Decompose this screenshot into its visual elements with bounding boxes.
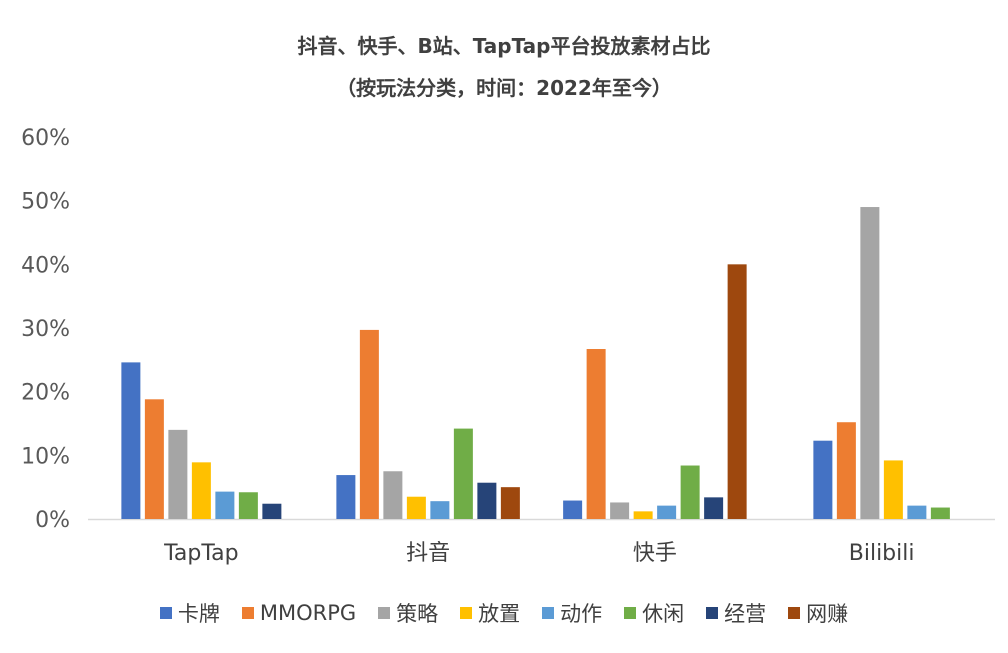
bar bbox=[453, 428, 473, 519]
y-tick-label: 0% bbox=[35, 508, 70, 533]
legend-label: 卡牌 bbox=[177, 602, 220, 626]
legend-item: 放置 bbox=[460, 598, 520, 628]
chart-legend: 卡牌 MMORPG 策略 放置 动作 休闲 经营 网赚 bbox=[0, 598, 1008, 628]
bar bbox=[930, 507, 950, 519]
legend-label: 策略 bbox=[396, 602, 439, 626]
legend-swatch bbox=[159, 607, 172, 619]
bar bbox=[383, 471, 403, 519]
bar bbox=[586, 349, 606, 519]
legend-swatch bbox=[241, 607, 254, 619]
legend-item: 经营 bbox=[706, 598, 766, 628]
bar bbox=[191, 462, 211, 519]
bar bbox=[406, 496, 426, 519]
legend-item: 卡牌 bbox=[159, 598, 220, 628]
bar bbox=[238, 492, 258, 519]
legend-item: 动作 bbox=[542, 598, 602, 628]
bar bbox=[215, 491, 235, 519]
legend-swatch bbox=[542, 607, 555, 619]
x-category-label: TapTap bbox=[163, 541, 239, 566]
bar bbox=[836, 422, 856, 519]
legend-swatch bbox=[460, 607, 473, 619]
bar bbox=[168, 429, 188, 519]
bar bbox=[907, 505, 927, 519]
legend-swatch bbox=[788, 607, 801, 619]
legend-item: 休闲 bbox=[624, 598, 684, 628]
bar bbox=[883, 460, 903, 519]
legend-label: 网赚 bbox=[806, 602, 849, 626]
y-tick-label: 50% bbox=[21, 190, 70, 215]
bar bbox=[657, 505, 677, 519]
bar bbox=[727, 264, 747, 519]
legend-swatch bbox=[706, 607, 719, 619]
x-category-label: 抖音 bbox=[406, 541, 450, 566]
bar bbox=[680, 465, 700, 519]
legend-label: MMORPG bbox=[259, 601, 357, 625]
bar bbox=[860, 207, 880, 520]
chart-subtitle: （按玩法分类，时间：2022年至今） bbox=[336, 76, 672, 100]
bar bbox=[610, 502, 630, 519]
bar bbox=[121, 362, 141, 519]
bar bbox=[813, 440, 833, 519]
legend-label: 经营 bbox=[724, 602, 767, 626]
legend-label: 动作 bbox=[560, 602, 603, 626]
bar bbox=[359, 329, 379, 519]
legend-item: 策略 bbox=[378, 598, 438, 628]
legend-item: MMORPG bbox=[241, 598, 357, 628]
bar bbox=[633, 511, 653, 519]
legend-swatch bbox=[378, 607, 391, 619]
bar bbox=[500, 487, 520, 519]
chart-title: 抖音、快手、B站、TapTap平台投放素材占比 bbox=[297, 34, 711, 58]
legend-swatch bbox=[624, 607, 637, 619]
y-tick-label: 40% bbox=[21, 253, 70, 278]
bar bbox=[430, 501, 450, 519]
x-category-label: 快手 bbox=[633, 541, 677, 566]
bar bbox=[262, 503, 282, 519]
y-tick-label: 10% bbox=[21, 444, 70, 469]
y-tick-label: 30% bbox=[21, 317, 70, 342]
bar bbox=[144, 399, 164, 519]
y-tick-label: 20% bbox=[21, 381, 70, 406]
legend-label: 休闲 bbox=[642, 602, 685, 626]
bar bbox=[563, 500, 583, 519]
bar bbox=[336, 475, 356, 519]
bar bbox=[704, 497, 724, 519]
legend-item: 网赚 bbox=[788, 598, 848, 628]
y-tick-label: 60% bbox=[21, 126, 70, 151]
bar bbox=[477, 482, 497, 519]
legend-label: 放置 bbox=[478, 602, 521, 626]
x-category-label: Bilibili bbox=[849, 541, 915, 566]
